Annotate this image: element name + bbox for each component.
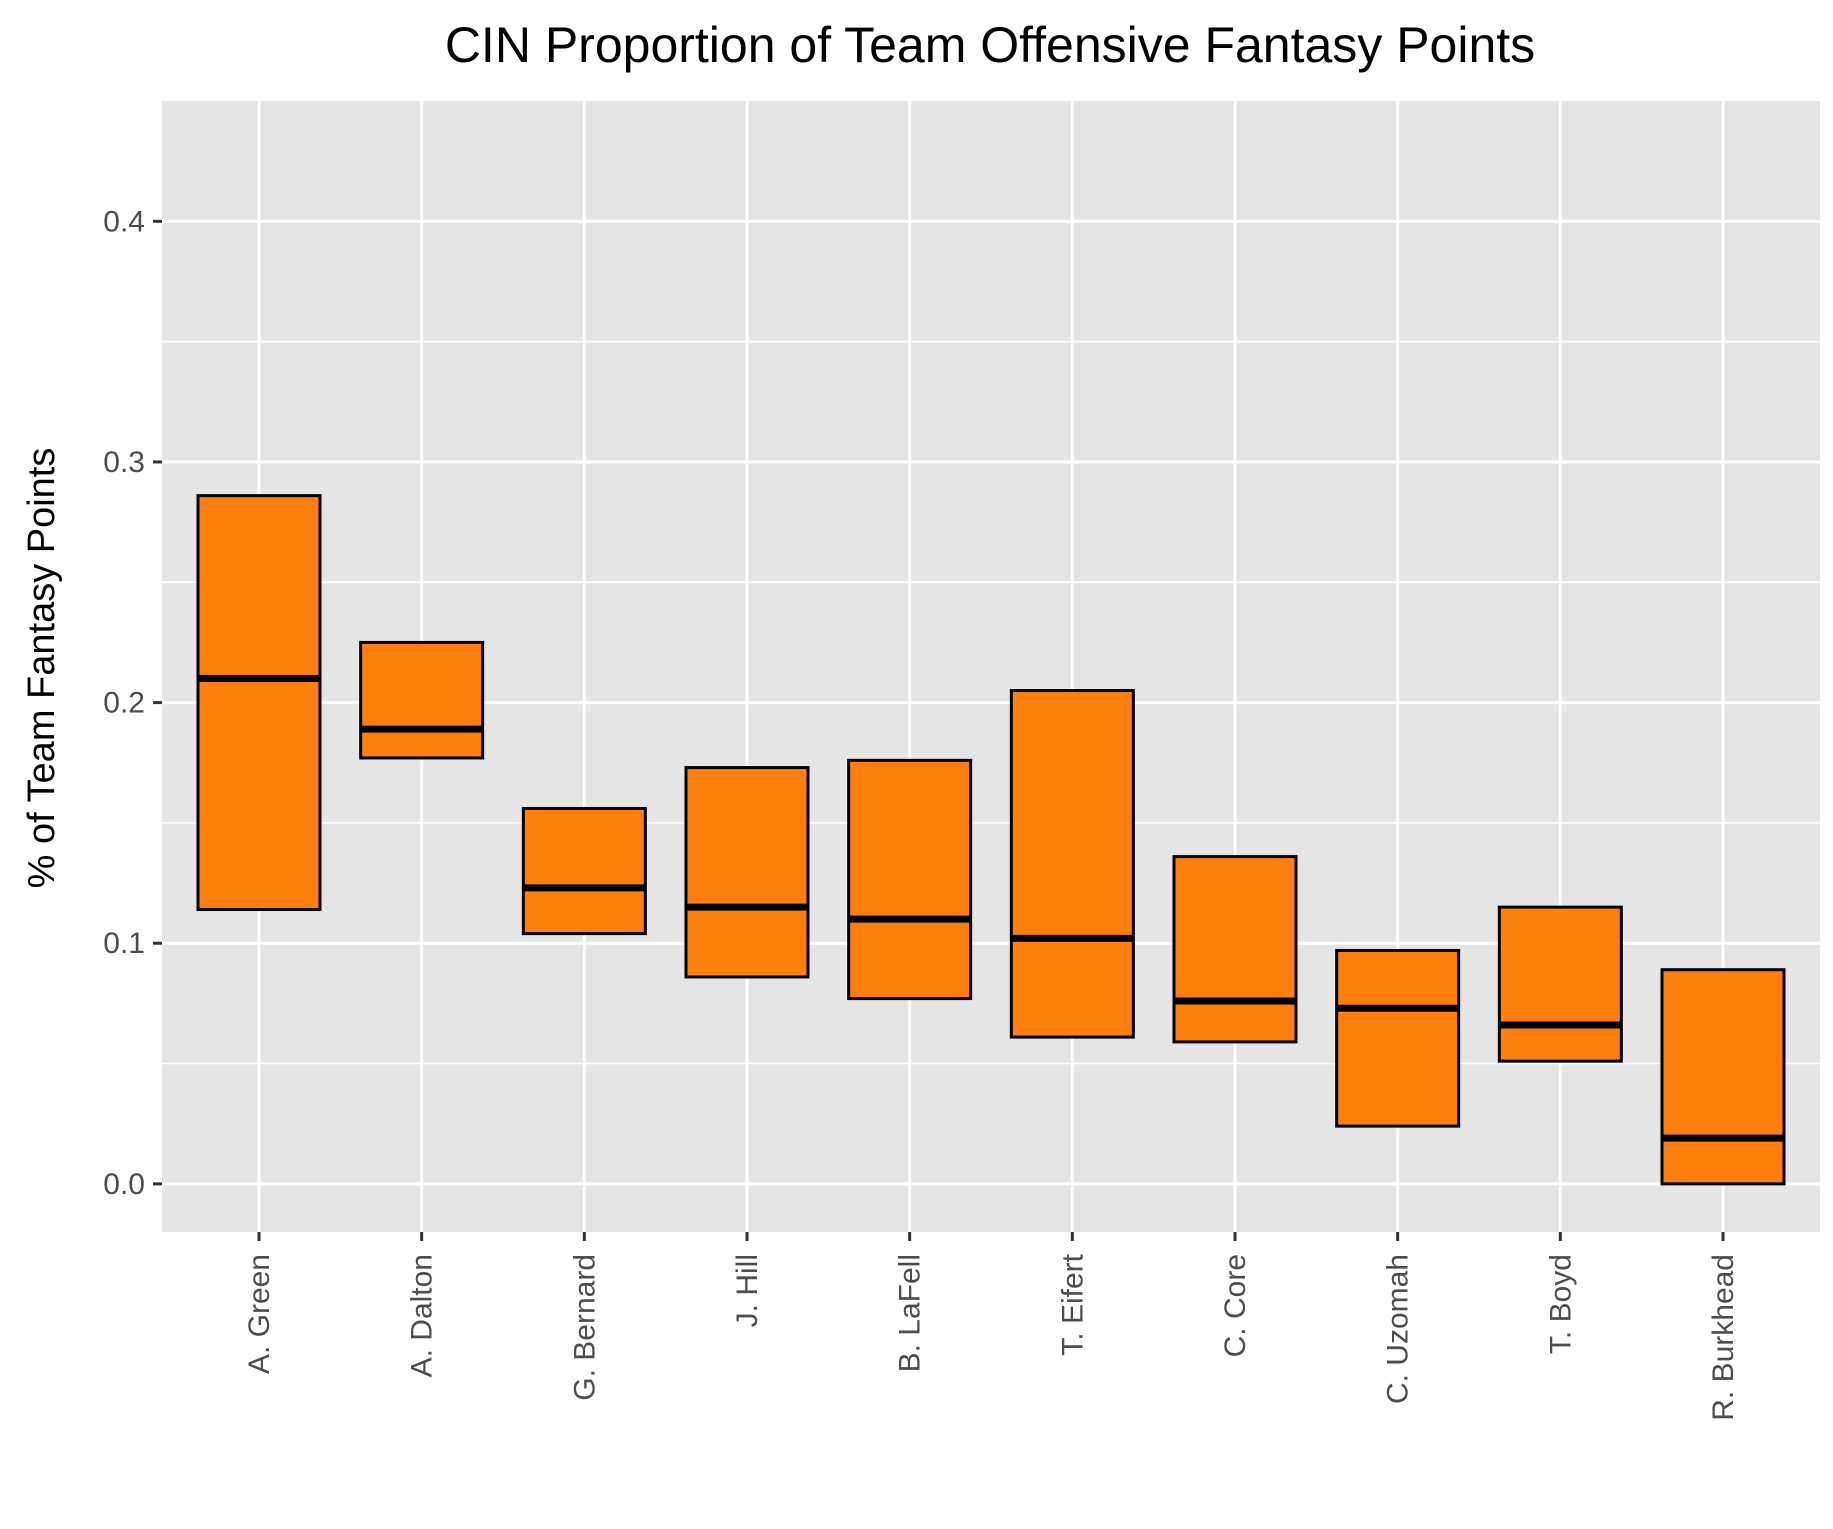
x-tick-label: B. LaFell: [894, 1254, 927, 1372]
y-tick-label: 0.4: [103, 205, 145, 238]
x-tick-label: A. Dalton: [406, 1254, 439, 1377]
box-9: [1660, 968, 1786, 1186]
x-tick-label: T. Boyd: [1544, 1254, 1577, 1354]
box-3: [684, 766, 810, 979]
x-tick-label: A. Green: [243, 1254, 276, 1374]
x-axis: A. Green A. Dalton G. Bernard J. Hill B. LaF…: [243, 1232, 1740, 1421]
x-tick-label: R. Burkhead: [1707, 1254, 1740, 1421]
box-1: [359, 640, 485, 760]
boxes: [196, 494, 1786, 1186]
y-axis-label: % of Team Fantasy Points: [21, 448, 63, 889]
box-0: [196, 494, 322, 912]
x-tick-label: T. Eifert: [1056, 1253, 1089, 1355]
box-2: [521, 806, 647, 936]
box-6: [1172, 855, 1298, 1044]
box-7: [1335, 948, 1461, 1128]
x-tick-label: C. Uzomah: [1382, 1254, 1415, 1404]
box-8: [1497, 905, 1623, 1063]
y-tick-label: 0.0: [103, 1168, 145, 1201]
x-tick-label: J. Hill: [731, 1254, 764, 1327]
x-tick-label: G. Bernard: [568, 1254, 601, 1401]
y-tick-label: 0.3: [103, 446, 145, 479]
y-axis: 0.0 0.1 0.2 0.3 0.4: [103, 205, 162, 1201]
x-tick-label: C. Core: [1219, 1254, 1252, 1357]
box-5: [1009, 689, 1135, 1039]
y-tick-label: 0.2: [103, 687, 145, 720]
chart-title: CIN Proportion of Team Offensive Fantasy…: [445, 17, 1535, 73]
y-tick-label: 0.1: [103, 927, 145, 960]
box-4: [847, 758, 973, 1001]
